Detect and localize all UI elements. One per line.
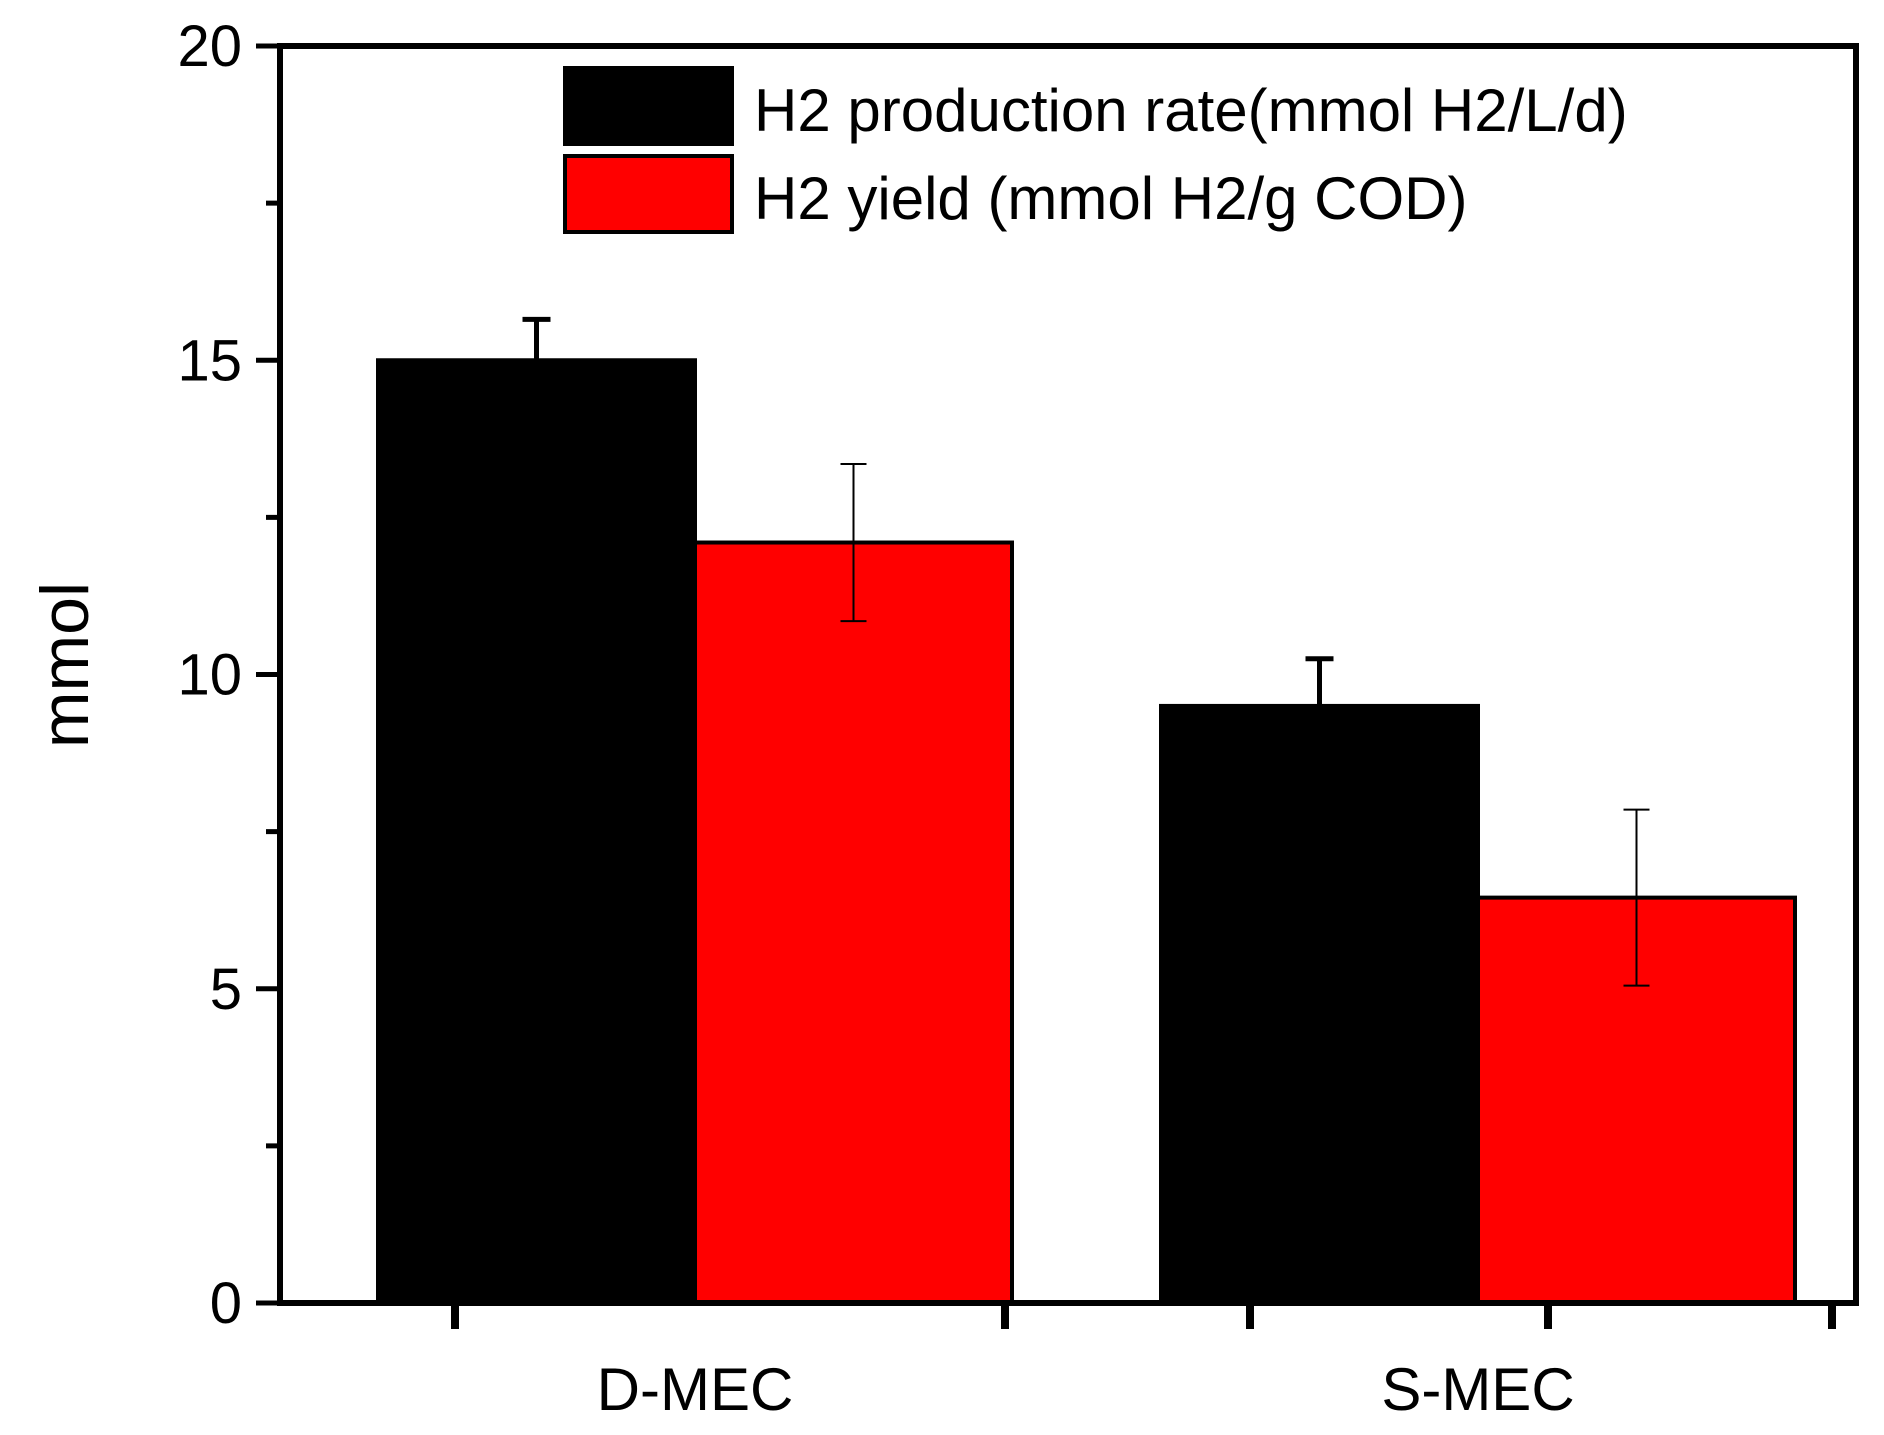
y-tick-label: 5 xyxy=(210,957,242,1022)
legend-label-series-0: H2 production rate(mmol H2/L/d) xyxy=(754,77,1628,144)
axes-layer: 0 5 10 15 20 D-MEC S-MEC mmol xyxy=(27,14,1859,1423)
error-bars-layer xyxy=(522,316,1650,987)
bars-layer xyxy=(376,358,1797,1305)
bar-s-mec-series-0 xyxy=(1159,703,1480,1305)
legend-swatch-series-0 xyxy=(563,66,734,146)
y-tick-label: 20 xyxy=(177,14,242,79)
y-tick-label: 0 xyxy=(210,1271,242,1336)
legend-swatch-series-1 xyxy=(563,154,734,234)
bar-d-mec-series-0 xyxy=(376,358,697,1305)
legend-label-series-1: H2 yield (mmol H2/g COD) xyxy=(754,165,1467,232)
legend: H2 production rate(mmol H2/L/d) H2 yield … xyxy=(563,66,1628,234)
bar-d-mec-series-1 xyxy=(693,540,1014,1305)
x-category-label: D-MEC xyxy=(597,1356,794,1423)
y-axis-title: mmol xyxy=(27,582,103,748)
x-category-label: S-MEC xyxy=(1381,1356,1574,1423)
y-tick-label: 15 xyxy=(177,328,242,393)
y-tick-label: 10 xyxy=(177,643,242,708)
